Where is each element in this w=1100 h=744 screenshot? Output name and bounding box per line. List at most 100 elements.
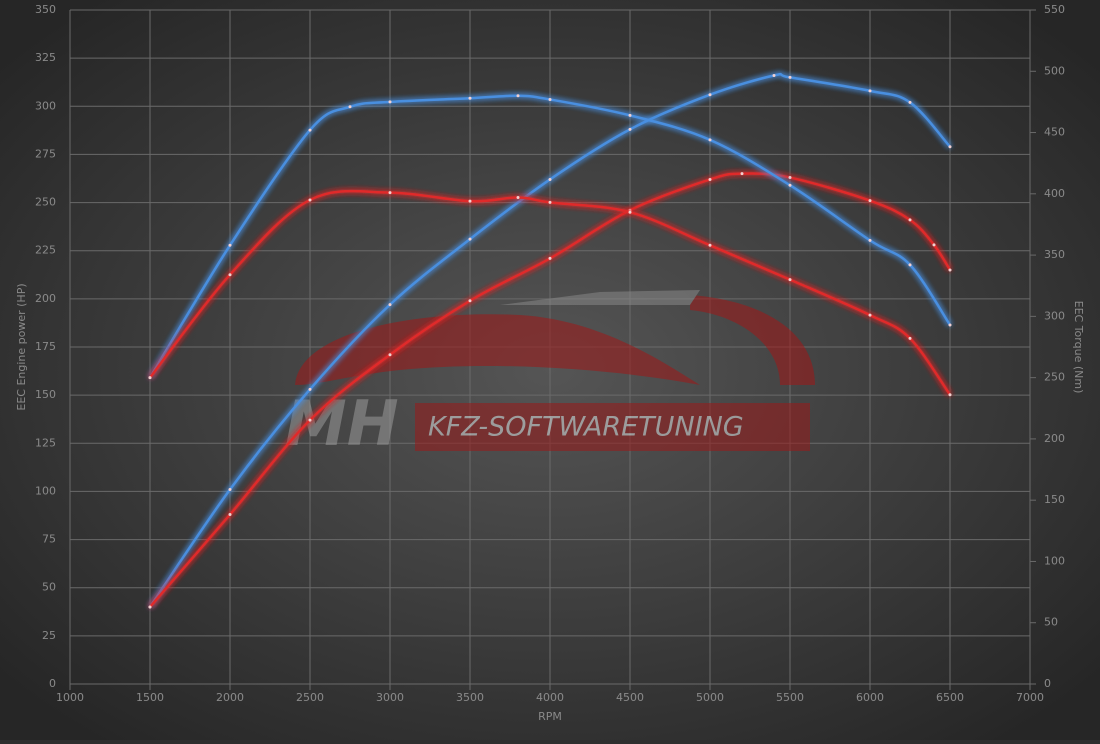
y2-tick-label: 500	[1044, 64, 1065, 77]
data-point	[948, 323, 952, 327]
data-point	[148, 376, 152, 380]
x-tick-label: 7000	[1016, 691, 1044, 704]
logo-text: KFZ-SOFTWARETUNING	[428, 412, 744, 443]
y2-tick-label: 50	[1044, 616, 1058, 629]
y-tick-label: 175	[35, 340, 56, 353]
data-point	[548, 177, 552, 181]
y2-tick-label: 400	[1044, 187, 1065, 200]
data-point	[308, 387, 312, 391]
x-tick-label: 6000	[856, 691, 884, 704]
series-line	[148, 72, 951, 608]
y-tick-label: 350	[35, 3, 56, 16]
y-tick-label: 50	[42, 581, 56, 594]
data-point	[948, 393, 952, 397]
y-tick-label: 300	[35, 99, 56, 112]
data-point	[148, 605, 152, 609]
x-tick-label: 5000	[696, 691, 724, 704]
series-line	[148, 94, 952, 379]
data-point	[708, 138, 712, 142]
y2-axis-label: EEC Torque (Nm)	[1072, 301, 1085, 394]
data-point	[388, 353, 392, 357]
y2-tick-label: 350	[1044, 248, 1065, 261]
data-point	[388, 191, 392, 195]
y2-tick-label: 550	[1044, 3, 1065, 16]
data-point	[788, 278, 792, 282]
data-point	[308, 198, 312, 202]
data-point	[908, 218, 912, 222]
data-point	[788, 176, 792, 180]
data-point	[308, 128, 312, 132]
data-point	[468, 237, 472, 241]
x-tick-label: 2500	[296, 691, 324, 704]
data-point	[868, 313, 872, 317]
data-point	[868, 199, 872, 203]
data-point	[772, 73, 776, 77]
x-tick-label: 4500	[616, 691, 644, 704]
data-point	[788, 183, 792, 187]
y-tick-label: 125	[35, 436, 56, 449]
data-point	[388, 100, 392, 104]
data-point	[948, 268, 952, 272]
data-point	[548, 256, 552, 260]
y-tick-label: 75	[42, 533, 56, 546]
y2-tick-label: 0	[1044, 677, 1051, 690]
x-tick-label: 4000	[536, 691, 564, 704]
data-point	[228, 513, 232, 517]
y-tick-label: 200	[35, 292, 56, 305]
x-tick-label: 1500	[136, 691, 164, 704]
y2-tick-label: 150	[1044, 493, 1065, 506]
data-point	[228, 243, 232, 247]
logo-band	[415, 403, 810, 451]
x-tick-label: 1000	[56, 691, 84, 704]
y2-tick-label: 250	[1044, 371, 1065, 384]
data-point	[788, 75, 792, 79]
data-point	[468, 299, 472, 303]
y2-tick-label: 450	[1044, 126, 1065, 139]
data-point	[628, 113, 632, 117]
data-point	[548, 97, 552, 101]
y2-tick-label: 300	[1044, 309, 1065, 322]
data-point	[308, 418, 312, 422]
x-axis-label: RPM	[538, 710, 562, 723]
x-tick-label: 6500	[936, 691, 964, 704]
x-tick-label: 5500	[776, 691, 804, 704]
x-tick-label: 3000	[376, 691, 404, 704]
data-point	[516, 195, 520, 199]
y-tick-label: 250	[35, 196, 56, 209]
data-point	[708, 177, 712, 181]
data-point	[948, 145, 952, 149]
y2-tick-label: 200	[1044, 432, 1065, 445]
y-tick-label: 25	[42, 629, 56, 642]
y-tick-label: 225	[35, 244, 56, 257]
data-point	[740, 172, 744, 176]
data-point	[908, 100, 912, 104]
data-point	[868, 89, 872, 93]
x-tick-label: 3500	[456, 691, 484, 704]
x-tick-label: 2000	[216, 691, 244, 704]
data-point	[908, 336, 912, 340]
logo-car	[295, 314, 700, 385]
data-point	[228, 488, 232, 492]
logo-brand: MH	[285, 387, 399, 460]
data-point	[868, 238, 872, 242]
data-point	[548, 200, 552, 204]
y-tick-label: 150	[35, 388, 56, 401]
y-tick-label: 325	[35, 51, 56, 64]
data-point	[348, 105, 352, 109]
y-tick-label: 0	[49, 677, 56, 690]
data-point	[932, 243, 936, 247]
data-point	[908, 263, 912, 267]
data-point	[708, 243, 712, 247]
watermark: MH KFZ-SOFTWARETUNING	[285, 290, 815, 460]
data-point	[628, 210, 632, 214]
data-point	[628, 127, 632, 131]
data-point	[468, 96, 472, 100]
data-point	[708, 93, 712, 97]
y2-tick-label: 100	[1044, 554, 1065, 567]
logo-swoosh	[500, 290, 700, 305]
y-axis-label: EEC Engine power (HP)	[15, 283, 28, 410]
y-tick-label: 275	[35, 147, 56, 160]
data-point	[516, 94, 520, 98]
y-tick-label: 100	[35, 484, 56, 497]
